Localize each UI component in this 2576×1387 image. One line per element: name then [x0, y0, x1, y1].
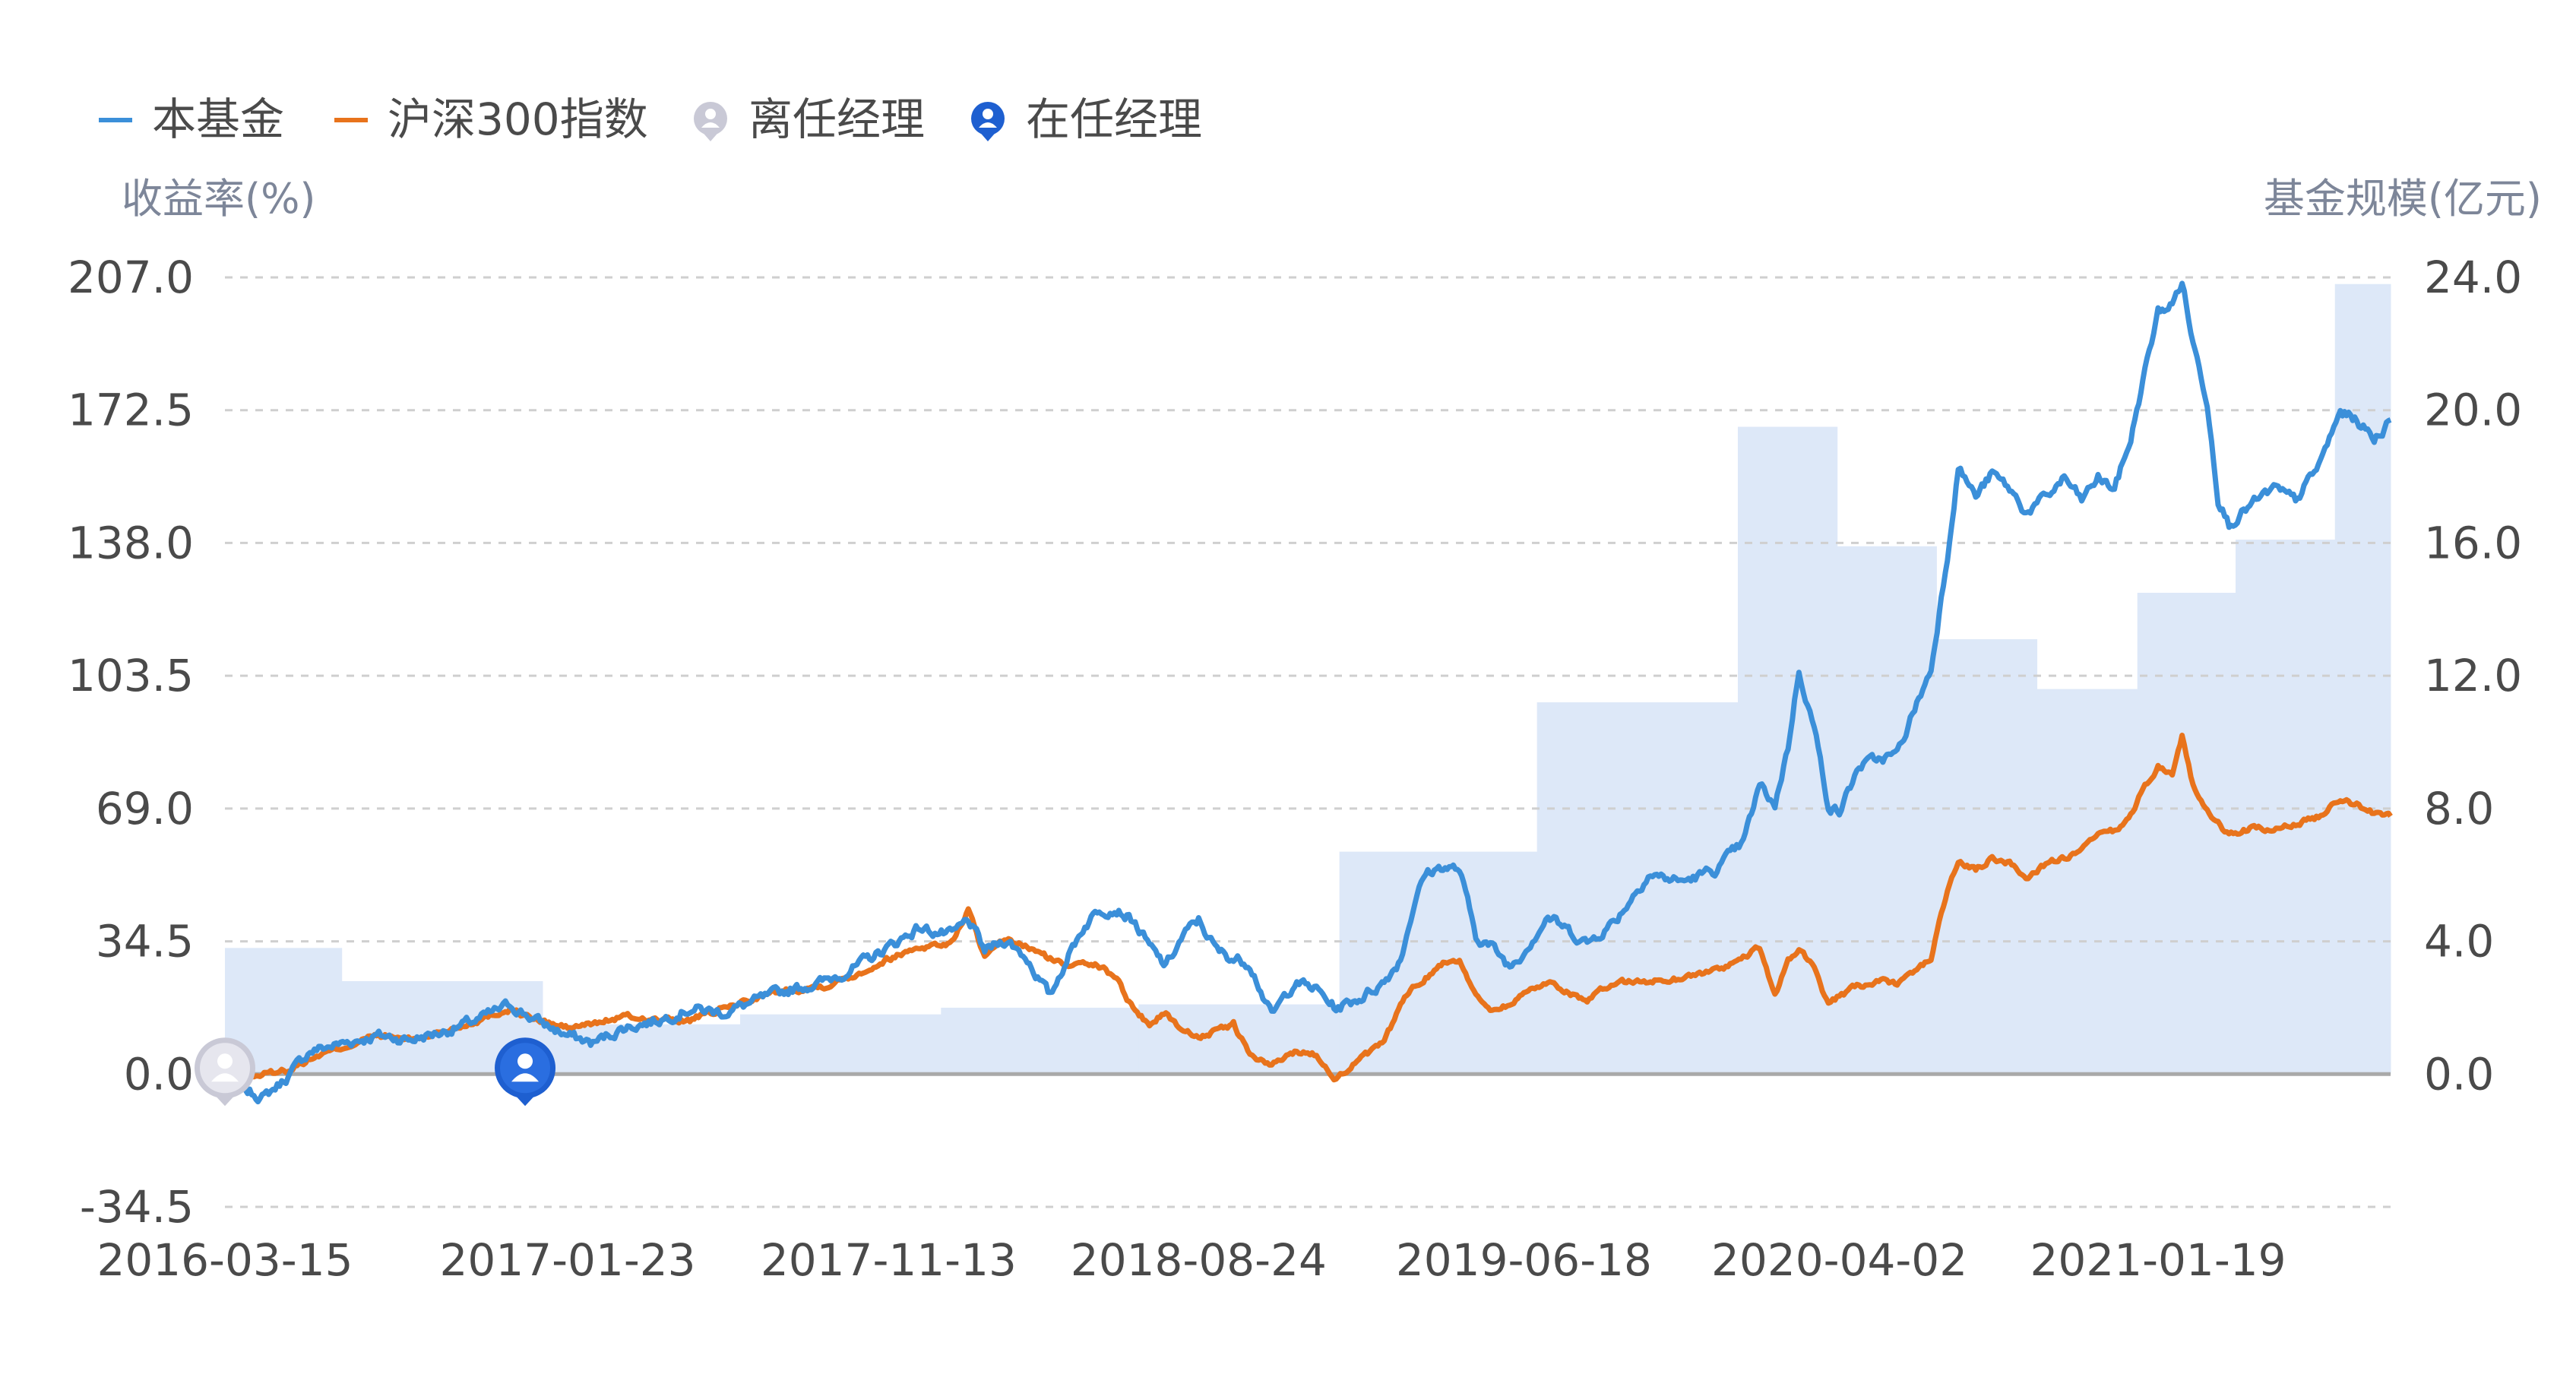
fund-scale-bar: [941, 1007, 1139, 1075]
grid-lines: [225, 276, 2391, 1208]
left-tick-label: 69.0: [96, 783, 194, 834]
right-tick-label: 24.0: [2424, 252, 2522, 303]
x-tick-label: 2017-01-23: [440, 1234, 696, 1286]
series-lines: [223, 280, 2393, 1105]
legend-item-former-manager[interactable]: 离任经理: [694, 93, 925, 145]
left-tick-label: 207.0: [68, 252, 194, 303]
current-manager-marker[interactable]: [495, 1037, 556, 1107]
fund-scale-bar: [740, 1014, 941, 1075]
x-tick-label: 2020-04-02: [1711, 1234, 1967, 1286]
right-axis-ticks: 24.0 20.0 16.0 12.0 8.0 4.0 0.0: [2424, 252, 2522, 1100]
index-return-line: [224, 733, 2393, 1083]
right-tick-label: 20.0: [2424, 385, 2522, 436]
fund-scale-bar: [2137, 592, 2236, 1075]
legend-item-fund[interactable]: 本基金: [99, 93, 284, 145]
fund-scale-bars: [225, 283, 2391, 1075]
left-tick-label: 103.5: [68, 650, 194, 701]
right-tick-label: 16.0: [2424, 517, 2522, 568]
fund-scale-bar: [1936, 639, 2038, 1075]
left-axis-title: 收益率(%): [122, 175, 315, 223]
x-tick-label: 2018-08-24: [1071, 1234, 1327, 1286]
fund-scale-bar: [1837, 546, 1937, 1075]
legend-former-manager-label: 离任经理: [748, 93, 925, 145]
legend-item-current-manager[interactable]: 在任经理: [971, 93, 1202, 145]
left-tick-label: 138.0: [68, 517, 194, 568]
x-tick-label: 2016-03-15: [97, 1234, 353, 1286]
right-tick-label: 0.0: [2424, 1048, 2494, 1100]
fund-scale-bar: [2236, 540, 2336, 1075]
left-tick-label: 172.5: [68, 385, 194, 436]
legend-index-label: 沪深300指数: [388, 93, 648, 145]
x-tick-label: 2021-01-19: [2030, 1234, 2286, 1286]
right-axis-title: 基金规模(亿元): [2264, 175, 2542, 223]
legend: 本基金 沪深300指数 离任经理 在任经理: [99, 93, 1202, 145]
fund-scale-bar: [1536, 702, 1739, 1075]
fund-scale-bar: [2036, 689, 2138, 1075]
left-tick-label: -34.5: [80, 1181, 194, 1233]
right-tick-label: 4.0: [2424, 916, 2494, 967]
current-manager-icon: [971, 102, 1005, 141]
fund-scale-bar: [2334, 283, 2391, 1075]
former-manager-icon: [694, 102, 727, 141]
x-tick-label: 2017-11-13: [761, 1234, 1017, 1286]
x-axis-ticks: 2016-03-15 2017-01-23 2017-11-13 2018-08-24…: [97, 1234, 2286, 1286]
x-tick-label: 2019-06-18: [1396, 1234, 1652, 1286]
legend-current-manager-label: 在任经理: [1026, 93, 1202, 145]
left-axis-ticks: 207.0 172.5 138.0 103.5 69.0 34.5 0.0 -34.5: [68, 252, 194, 1233]
left-tick-label: 0.0: [124, 1048, 194, 1100]
former-manager-marker[interactable]: [195, 1037, 255, 1107]
right-tick-label: 12.0: [2424, 650, 2522, 701]
legend-item-index[interactable]: 沪深300指数: [334, 93, 648, 145]
legend-fund-label: 本基金: [152, 93, 284, 145]
manager-markers: [195, 1037, 556, 1107]
fund-return-line: [223, 280, 2392, 1105]
left-tick-label: 34.5: [96, 916, 194, 967]
right-tick-label: 8.0: [2424, 783, 2494, 834]
